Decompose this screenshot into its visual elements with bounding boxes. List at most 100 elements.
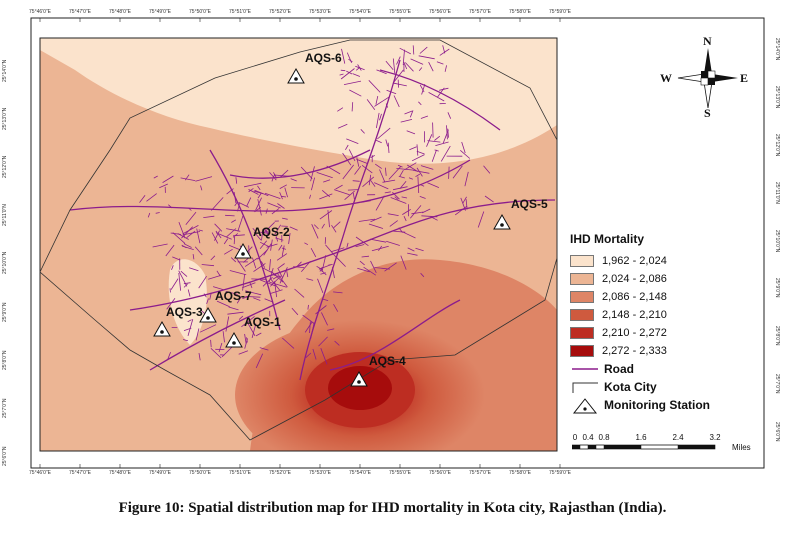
road-segment (183, 283, 188, 288)
road-segment (181, 244, 187, 249)
station-label-aqs-2: AQS-2 (253, 225, 290, 239)
tick-label-top: 75°49'0"E (149, 9, 171, 15)
road-segment (318, 336, 328, 347)
road-segment (399, 47, 411, 55)
road-segment (400, 119, 413, 123)
road-segment (409, 110, 414, 118)
surface-layer (40, 38, 557, 451)
tick-label-left: 25°12'0"N (2, 155, 8, 178)
road-segment (200, 185, 203, 191)
road-segment (396, 56, 401, 65)
road-segment (464, 171, 469, 187)
legend-swatch (570, 255, 594, 267)
road-segment (222, 331, 225, 343)
road-segment (402, 49, 405, 66)
road-segment (210, 339, 212, 348)
tick-label-top: 75°59'0"E (549, 9, 571, 15)
road-segment (415, 173, 421, 178)
road-segment (226, 228, 237, 238)
road-segment (374, 96, 390, 107)
road-segment (235, 257, 246, 272)
arterial-road (129, 199, 556, 311)
road-segment (257, 193, 262, 199)
tick-label-top: 75°56'0"E (429, 9, 451, 15)
road-segment (385, 60, 394, 70)
road-segment (376, 112, 380, 129)
road-segment (253, 190, 264, 195)
road-segment (246, 337, 248, 343)
road-segment (310, 166, 315, 182)
legend-class-row: 2,210 - 2,272 (570, 324, 760, 342)
tick-label-right: 25°14'0"N (774, 38, 780, 61)
road-segment (248, 189, 259, 195)
road-segment (409, 146, 417, 151)
road-segment (358, 218, 375, 222)
tick-label-top: 75°58'0"E (509, 9, 531, 15)
road-segment (274, 174, 289, 177)
station-label-aqs-3: AQS-3 (166, 305, 203, 319)
road-segment (291, 307, 299, 316)
scale-tick-label: 3.2 (709, 433, 721, 442)
road-segment (252, 227, 256, 232)
road-segment (428, 92, 445, 102)
road-segment (253, 263, 266, 272)
road-segment (307, 304, 309, 310)
tick-label-top: 75°53'0"E (309, 9, 331, 15)
road-segment (346, 70, 353, 75)
tick-label-bottom: 75°56'0"E (429, 470, 451, 476)
road-segment (360, 129, 365, 134)
road-segment (323, 179, 331, 183)
road-segment (404, 110, 413, 115)
tick-label-left: 25°9'0"N (2, 302, 8, 322)
tick-label-left: 25°11'0"N (2, 204, 8, 226)
figure-caption: Figure 10: Spatial distribution map for … (118, 500, 667, 516)
tick-label-top: 75°46'0"E (29, 9, 51, 15)
road-segment (304, 321, 313, 333)
road-segment (206, 298, 209, 305)
road-segment (288, 233, 291, 244)
road-segment (242, 282, 256, 289)
road-segment (417, 176, 420, 194)
road-segment (275, 236, 279, 242)
legend-class-row: 2,272 - 2,333 (570, 342, 760, 360)
tick-label-bottom: 75°52'0"E (269, 470, 291, 476)
road-segment (257, 199, 262, 216)
road-segment (406, 164, 419, 172)
road-segment (352, 73, 361, 77)
road-segment (347, 189, 359, 191)
road-segment (328, 264, 333, 266)
road-segment (216, 300, 230, 308)
road-segment (304, 242, 309, 246)
road-segment (345, 144, 349, 151)
road-segment (315, 305, 327, 315)
road-segment (223, 238, 229, 245)
road-segment (166, 298, 176, 310)
road-segment (363, 266, 377, 276)
legend-class-row: 1,962 - 2,024 (570, 252, 760, 270)
road-segment (237, 215, 244, 232)
scale-bar-graphic (572, 444, 716, 450)
scale-bar: 0 0.4 0.8 1.6 2.4 3.2 Miles (572, 433, 762, 457)
road-segment (333, 304, 339, 312)
road-segment (336, 257, 346, 267)
road-segment (184, 174, 190, 181)
road-segment (182, 339, 189, 342)
road-segment (284, 187, 288, 198)
road-segment (226, 188, 234, 195)
tick-label-bottom: 75°58'0"E (509, 470, 531, 476)
tick-label-right: 25°7'0"N (774, 374, 780, 394)
road-segment (399, 169, 404, 177)
city-boundary (39, 39, 558, 441)
road-segment (264, 192, 281, 199)
tick-label-left: 25°13'0"N (2, 107, 8, 130)
road-segment (281, 195, 287, 198)
road-segment (183, 243, 192, 248)
station-label-aqs-6: AQS-6 (305, 51, 342, 65)
road-segment (277, 268, 283, 278)
legend-swatch (570, 309, 594, 321)
road-segment (355, 244, 365, 248)
road-segment (435, 141, 449, 146)
road-segment (159, 183, 168, 189)
road-segment (238, 202, 250, 208)
road-segment (319, 193, 333, 200)
